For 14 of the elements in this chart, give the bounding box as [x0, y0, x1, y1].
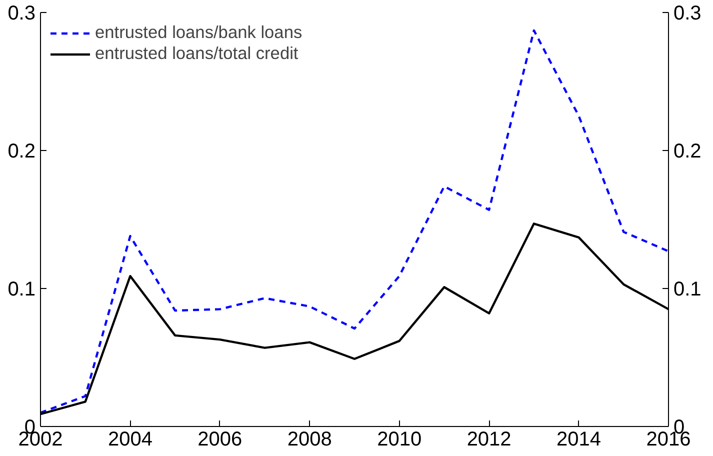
y-tick-label: 0.1: [8, 278, 36, 300]
x-tick-label: 2004: [108, 428, 152, 450]
y2-tick-label: 0.1: [674, 278, 702, 300]
legend-label: entrusted loans/bank loans: [95, 22, 302, 43]
y2-tick-label: 0.3: [674, 2, 702, 24]
x-tick-label: 2008: [287, 428, 332, 450]
x-tick-label: 2006: [198, 428, 242, 450]
x-tick-label: 2010: [377, 428, 422, 450]
y2-tick-label: 0.2: [674, 140, 702, 162]
x-tick-label: 2014: [556, 428, 602, 450]
y-tick-label: 0.2: [8, 140, 36, 162]
y-tick-label: 0.3: [8, 2, 36, 24]
x-tick-label: 2012: [466, 428, 512, 450]
legend-label: entrusted loans/total credit: [95, 43, 298, 64]
